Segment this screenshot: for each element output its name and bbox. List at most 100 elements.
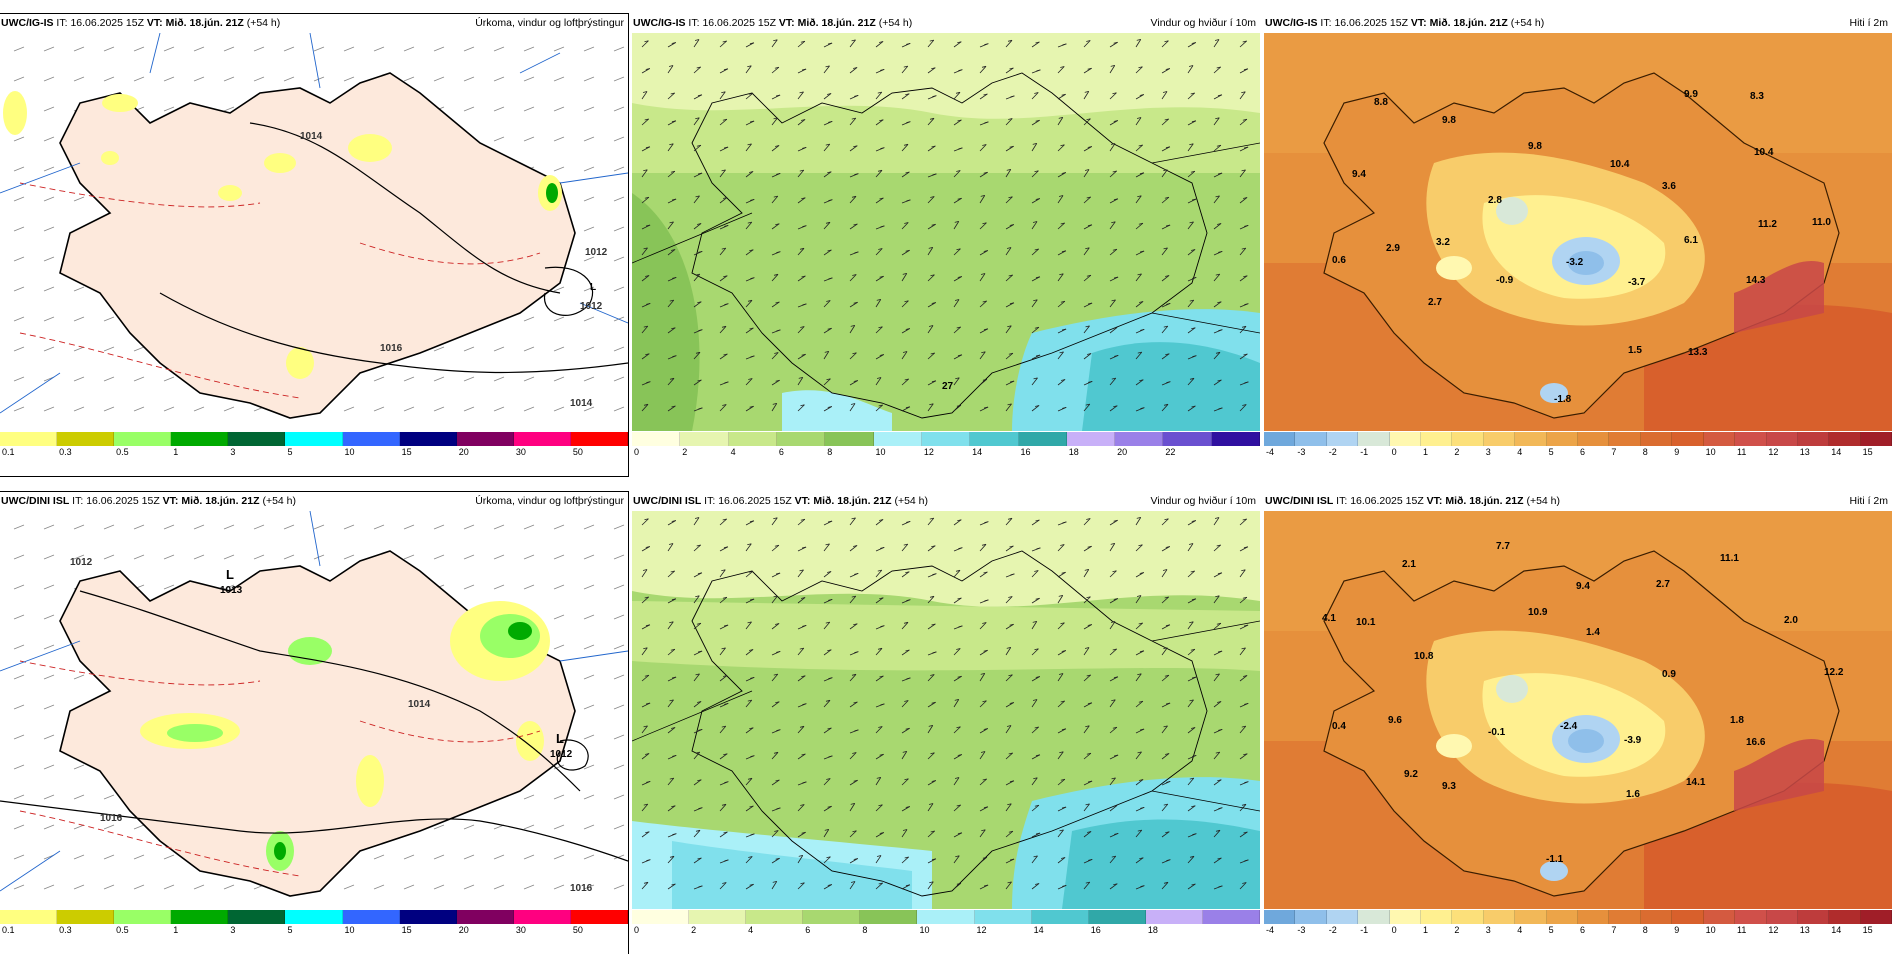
wind-barb bbox=[433, 554, 445, 560]
wind-arrow bbox=[1083, 674, 1091, 682]
wind-arrow bbox=[849, 117, 857, 126]
wind-barb bbox=[583, 644, 595, 650]
wind-arrow bbox=[1161, 674, 1170, 682]
field-title: Hiti í 2m bbox=[1849, 17, 1888, 29]
wind-arrowhead bbox=[772, 880, 777, 883]
wind-arrowhead bbox=[1163, 647, 1168, 650]
wind-barb bbox=[583, 376, 595, 382]
wind-arrowhead bbox=[1165, 831, 1170, 834]
wind-arrowhead bbox=[1084, 647, 1090, 649]
wind-barb bbox=[583, 76, 595, 82]
precip-map: 1014 1016 1016 1012 L 1013 L 1012 bbox=[0, 511, 628, 909]
wind-arrow bbox=[641, 882, 649, 890]
wind-arrow bbox=[1057, 751, 1064, 760]
wind-arrowhead bbox=[1166, 302, 1171, 305]
wind-arrow bbox=[823, 93, 832, 100]
wind-arrowhead bbox=[1086, 40, 1091, 42]
wind-arrowhead bbox=[1191, 42, 1196, 44]
wind-arrow bbox=[823, 351, 830, 360]
wind-arrowhead bbox=[876, 776, 881, 779]
wind-arrow bbox=[927, 352, 935, 360]
scale-segment bbox=[0, 432, 58, 446]
wind-barb bbox=[73, 406, 85, 412]
wind-barb bbox=[283, 524, 295, 530]
wind-barb bbox=[523, 346, 535, 352]
wind-arrow bbox=[1213, 144, 1222, 152]
wind-arrow bbox=[641, 725, 648, 734]
wind-arrowhead bbox=[1085, 881, 1090, 884]
wind-arrowhead bbox=[956, 804, 961, 807]
wind-arrowhead bbox=[645, 224, 651, 227]
wind-arrowhead bbox=[749, 405, 754, 408]
wind-arrowhead bbox=[1113, 276, 1119, 279]
wind-arrowhead bbox=[931, 780, 936, 782]
wind-arrow bbox=[901, 171, 910, 178]
wind-barb bbox=[613, 644, 625, 650]
wind-arrowhead bbox=[1140, 806, 1145, 809]
scale-tick-label: 5 bbox=[287, 925, 293, 935]
wind-arrowhead bbox=[1241, 247, 1246, 250]
wind-arrow bbox=[745, 856, 753, 864]
scale-segment bbox=[1115, 432, 1164, 446]
wind-arrow bbox=[1031, 519, 1040, 526]
wind-arrowhead bbox=[903, 65, 908, 68]
wind-arrowhead bbox=[1034, 248, 1039, 251]
wind-arrow bbox=[1057, 222, 1065, 230]
wind-arrowhead bbox=[928, 325, 934, 327]
wind-arrow bbox=[771, 830, 779, 838]
wind-barb bbox=[103, 854, 115, 860]
pressure-label: 1016 bbox=[570, 883, 593, 894]
scale-tick-label: 5 bbox=[287, 447, 293, 457]
wind-arrowhead bbox=[669, 621, 674, 624]
wind-arrowhead bbox=[1084, 568, 1089, 571]
wind-arrow bbox=[667, 856, 675, 864]
scale-segment bbox=[342, 910, 400, 924]
wind-arrowhead bbox=[1136, 117, 1142, 119]
wind-arrowhead bbox=[827, 406, 832, 408]
wind-barb bbox=[403, 76, 415, 82]
wind-arrowhead bbox=[1111, 855, 1116, 858]
wind-arrowhead bbox=[828, 598, 833, 601]
wind-arrowhead bbox=[1034, 405, 1040, 407]
wind-arrowhead bbox=[802, 703, 807, 706]
wind-arrow bbox=[771, 544, 780, 552]
wind-arrowhead bbox=[905, 727, 910, 730]
wind-arrowhead bbox=[1244, 303, 1249, 306]
temperature-value: 10.4 bbox=[1610, 159, 1630, 170]
wind-arrowhead bbox=[645, 353, 650, 356]
wind-arrowhead bbox=[670, 249, 676, 251]
vt-label: VT: bbox=[146, 17, 163, 29]
wind-barb bbox=[223, 406, 235, 412]
wind-arrow bbox=[1239, 40, 1247, 48]
wind-arrowhead bbox=[775, 301, 780, 304]
wind-arrow bbox=[849, 752, 857, 760]
wind-arrow bbox=[1239, 91, 1246, 100]
wind-arrowhead bbox=[748, 378, 753, 380]
wind-arrow bbox=[1057, 829, 1064, 838]
temperature-value: -2.4 bbox=[1560, 721, 1578, 732]
scale-segment bbox=[1640, 910, 1673, 924]
wind-arrowhead bbox=[748, 92, 753, 95]
scale-segment bbox=[825, 432, 874, 446]
model-name: UWC/DINI ISL bbox=[1265, 495, 1334, 507]
wind-arrow bbox=[641, 40, 649, 48]
wind-arrow bbox=[1083, 274, 1092, 282]
gust-max-label: 27 bbox=[942, 381, 954, 392]
wind-arrowhead bbox=[824, 828, 829, 831]
wind-arrowhead bbox=[983, 649, 988, 652]
wind-arrowhead bbox=[1217, 857, 1222, 860]
temperature-value: 0.9 bbox=[1662, 669, 1676, 680]
wind-arrow bbox=[1213, 379, 1222, 386]
wind-arrowhead bbox=[722, 404, 727, 406]
wind-arrow bbox=[1005, 118, 1013, 126]
wind-barb bbox=[613, 854, 625, 860]
wind-arrowhead bbox=[1215, 117, 1220, 120]
wind-arrowhead bbox=[1035, 832, 1041, 835]
wind-arrow bbox=[823, 327, 832, 334]
wind-arrow bbox=[1031, 143, 1038, 152]
temp-isolines bbox=[19, 660, 541, 877]
wind-arrowhead bbox=[903, 621, 909, 624]
temperature-value: 9.2 bbox=[1404, 769, 1418, 780]
wind-arrowhead bbox=[1244, 781, 1249, 784]
wind-arrowhead bbox=[982, 222, 987, 225]
